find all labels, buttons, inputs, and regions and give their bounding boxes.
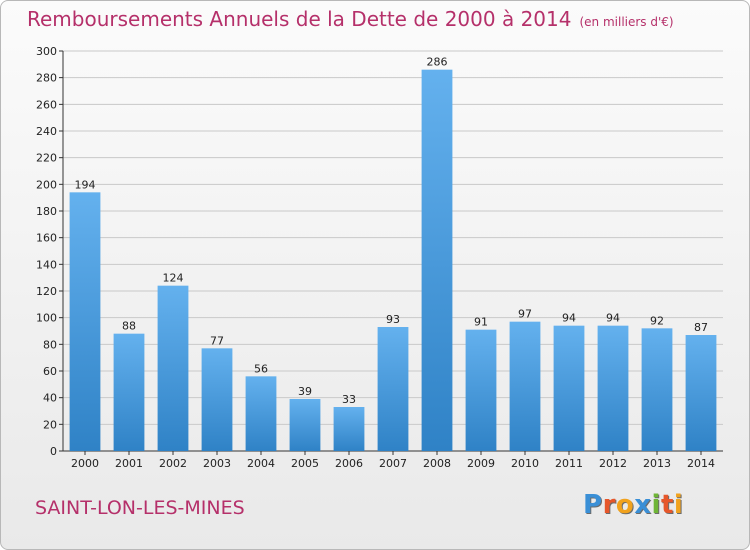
y-tick-label: 120	[36, 285, 57, 298]
bar-2009	[465, 329, 497, 451]
data-label: 91	[474, 316, 488, 329]
bars	[69, 69, 717, 452]
data-label: 77	[210, 334, 224, 347]
y-tick-labels: 0 20 40 60 80 100 120 140 160 180 200 220 240 260 280 3…	[36, 45, 57, 458]
bar-2011	[553, 325, 585, 451]
data-label: 88	[122, 320, 136, 333]
logo-letter: i	[651, 490, 661, 520]
logo-letter: o	[615, 490, 635, 520]
y-tick-label: 220	[36, 152, 57, 165]
y-tick-label: 180	[36, 205, 57, 218]
data-labels: 194 88 124 77 56 39 33 93 286 91 97 94 94 92 87	[75, 56, 709, 406]
x-tick-label: 2011	[555, 457, 583, 470]
bar-2007	[377, 327, 409, 451]
logo-letter: x	[634, 490, 652, 520]
bar-2000	[69, 192, 101, 452]
data-label: 94	[606, 312, 620, 325]
bar-2003	[201, 348, 233, 451]
city-name: SAINT-LON-LES-MINES	[35, 497, 245, 519]
x-tick-label: 2008	[423, 457, 451, 470]
y-tick-label: 160	[36, 232, 57, 245]
y-tick-label: 280	[36, 72, 57, 85]
x-tick-label: 2001	[115, 457, 143, 470]
bar-2012	[597, 325, 629, 451]
data-label: 56	[254, 362, 268, 375]
x-tick-label: 2002	[159, 457, 187, 470]
y-tick-label: 140	[36, 258, 57, 271]
x-tick-label: 2014	[687, 457, 715, 470]
data-label: 286	[427, 56, 448, 69]
y-tick-label: 300	[36, 45, 57, 58]
x-tick-label: 2007	[379, 457, 407, 470]
x-tick-label: 2004	[247, 457, 275, 470]
bar-2013	[641, 328, 673, 451]
y-tick-label: 200	[36, 178, 57, 191]
y-tick-label: 0	[50, 445, 57, 458]
bar-2010	[509, 321, 541, 451]
x-tick-label: 2006	[335, 457, 363, 470]
y-tick-label: 100	[36, 312, 57, 325]
y-tick-label: 60	[43, 365, 57, 378]
data-label: 93	[386, 313, 400, 326]
x-tick-label: 2000	[71, 457, 99, 470]
data-label: 33	[342, 393, 356, 406]
y-tick-label: 80	[43, 338, 57, 351]
y-tick-label: 40	[43, 392, 57, 405]
y-tick-label: 260	[36, 98, 57, 111]
chart-title-text: Remboursements Annuels de la Dette de 20…	[27, 7, 572, 31]
bar-2008	[421, 69, 453, 452]
data-label: 194	[75, 178, 96, 191]
x-tick-label: 2012	[599, 457, 627, 470]
logo-letter: t	[660, 490, 674, 520]
x-tick-labels: 2000 2001 2002 2003 2004 2005 2006 2007 2008 2009…	[71, 457, 715, 470]
y-tick-label: 20	[43, 418, 57, 431]
chart-title: Remboursements Annuels de la Dette de 20…	[27, 7, 674, 31]
data-label: 39	[298, 385, 312, 398]
y-tick-label: 240	[36, 125, 57, 138]
logo-letter: i	[673, 490, 684, 520]
logo-letter: r	[602, 490, 616, 520]
data-label: 87	[694, 321, 708, 334]
bar-2006	[333, 407, 365, 451]
x-tick-label: 2005	[291, 457, 319, 470]
data-label: 124	[163, 272, 184, 285]
logo-letter: P	[583, 490, 603, 520]
x-tick-label: 2003	[203, 457, 231, 470]
bar-2005	[289, 399, 321, 451]
bar-2004	[245, 376, 277, 451]
bar-2014	[685, 335, 717, 451]
bar-2002	[157, 285, 189, 451]
x-tick-label: 2010	[511, 457, 539, 470]
data-label: 94	[562, 312, 576, 325]
bar-2001	[113, 333, 145, 451]
x-tick-label: 2013	[643, 457, 671, 470]
data-label: 97	[518, 308, 532, 321]
proxiti-logo: Proxiti	[583, 490, 683, 520]
x-tick-label: 2009	[467, 457, 495, 470]
chart-unit: (en milliers d'€)	[579, 15, 674, 29]
data-label: 92	[650, 314, 664, 327]
